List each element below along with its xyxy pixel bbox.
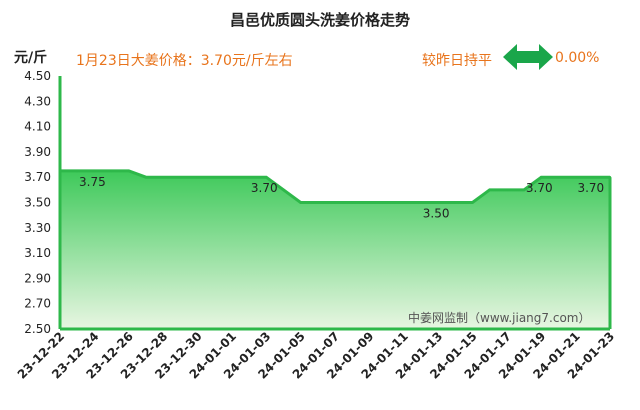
data-point xyxy=(299,201,302,204)
y-tick-label: 3.90 xyxy=(24,145,51,159)
data-point xyxy=(282,188,285,192)
data-point xyxy=(540,176,543,179)
data-label: 3.70 xyxy=(526,181,553,195)
y-tick-label: 4.10 xyxy=(24,120,51,134)
y-tick-label: 3.50 xyxy=(24,196,51,210)
y-tick-label: 3.10 xyxy=(24,246,51,260)
price-area xyxy=(60,170,610,329)
data-point xyxy=(110,169,113,173)
price-note: 1月23日大姜价格：3.70元/斤左右 xyxy=(76,53,293,69)
data-point xyxy=(127,169,130,173)
data-point xyxy=(557,176,560,179)
y-tick-label: 3.70 xyxy=(24,170,51,184)
data-point xyxy=(454,201,457,204)
watermark: 中姜网监制（www.jiang7.com） xyxy=(408,310,590,325)
data-point xyxy=(316,201,320,204)
data-point xyxy=(591,176,595,179)
change-percent: 0.00% xyxy=(555,50,600,66)
data-point xyxy=(161,176,165,179)
data-point xyxy=(350,201,354,204)
data-point xyxy=(247,176,251,179)
data-point xyxy=(265,176,268,179)
data-point xyxy=(75,169,79,173)
chart-title: 昌邑优质圆头洗姜价格走势 xyxy=(229,11,410,29)
y-tick-label: 4.50 xyxy=(24,69,51,83)
data-point xyxy=(419,201,423,204)
y-tick-label: 2.50 xyxy=(24,322,51,336)
data-point xyxy=(402,201,405,204)
y-axis-unit-label: 元/斤 xyxy=(14,50,48,66)
data-point xyxy=(385,201,388,204)
data-label: 3.70 xyxy=(577,181,604,195)
data-point xyxy=(574,176,577,179)
y-tick-label: 3.30 xyxy=(24,221,51,235)
compare-text: 较昨日持平 xyxy=(422,53,492,69)
data-point xyxy=(522,188,526,192)
double-arrow-icon xyxy=(503,42,553,76)
data-point xyxy=(505,188,509,192)
data-point xyxy=(368,201,371,204)
data-point xyxy=(196,176,199,179)
y-tick-label: 2.90 xyxy=(24,271,51,285)
data-label: 3.50 xyxy=(423,207,450,221)
data-point xyxy=(230,176,234,179)
data-point xyxy=(179,176,182,179)
data-point xyxy=(93,169,96,173)
y-tick-label: 2.70 xyxy=(24,297,51,311)
data-label: 3.75 xyxy=(79,175,106,189)
data-point xyxy=(436,201,440,204)
data-label: 3.70 xyxy=(251,181,278,195)
data-point xyxy=(471,201,474,204)
data-point xyxy=(333,201,337,204)
data-point xyxy=(488,188,491,192)
data-point xyxy=(213,176,216,179)
data-point xyxy=(144,176,148,179)
y-tick-label: 4.30 xyxy=(24,94,51,108)
